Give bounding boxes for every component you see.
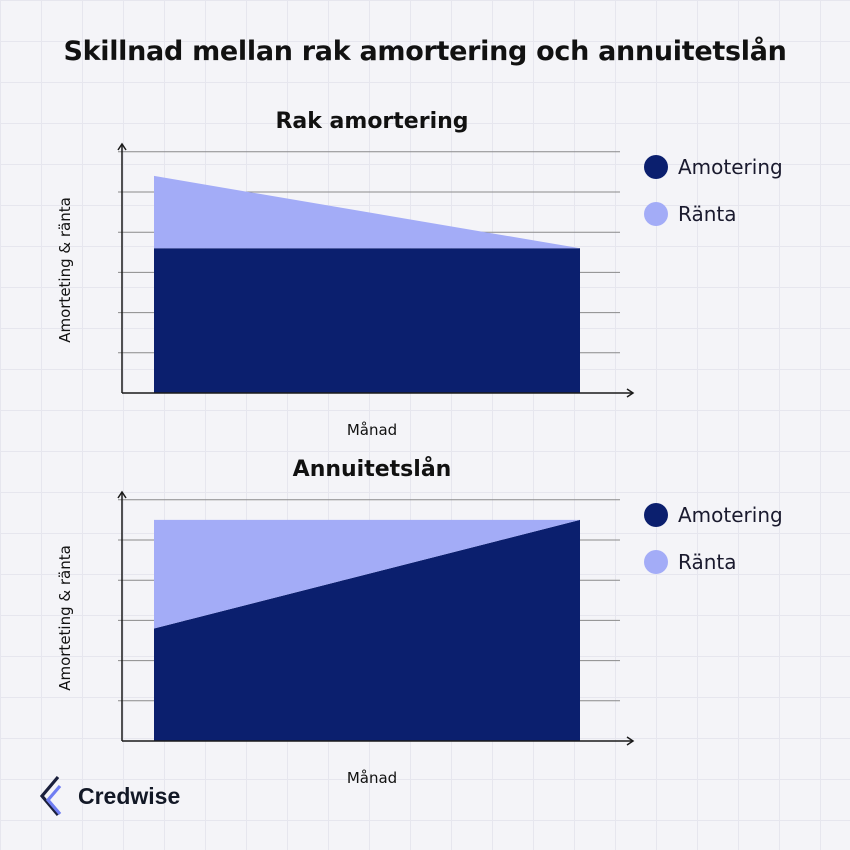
- series-ranta-area: [154, 519, 580, 629]
- page-title: Skillnad mellan rak amortering och annui…: [63, 36, 787, 67]
- legend-label-amortering: Amotering: [678, 155, 783, 179]
- brand: Credwise: [38, 774, 180, 818]
- series-amortering-area: [154, 519, 580, 741]
- legend-label-ranta: Ränta: [678, 550, 737, 574]
- x-axis-arrow: [626, 388, 635, 398]
- brand-name: Credwise: [78, 782, 181, 809]
- y-axis-label: Amorteting & ränta: [56, 197, 74, 343]
- credwise-logo-icon: [39, 775, 62, 817]
- y-axis-arrow: [117, 490, 127, 499]
- legend: Amotering Ränta: [644, 503, 783, 574]
- plot-areas: [154, 175, 580, 393]
- legend-swatch-amortering: [644, 503, 668, 527]
- x-axis-label: Månad: [347, 769, 397, 787]
- legend-label-amortering: Amotering: [678, 503, 783, 527]
- chart-rak-amortering: Rak amortering Amorteting & ränta Månad …: [56, 109, 783, 439]
- x-axis-arrow: [626, 736, 635, 746]
- legend-swatch-amortering: [644, 155, 668, 179]
- chart-title: Rak amortering: [275, 109, 468, 134]
- series-amortering-area: [154, 248, 580, 393]
- y-axis-label: Amorteting & ränta: [56, 545, 74, 691]
- axes: [117, 142, 635, 398]
- plot-areas: [154, 519, 580, 741]
- chart-annuitetslan: Annuitetslån Amorteting & ränta Månad Am…: [56, 456, 783, 787]
- legend-swatch-ranta: [644, 202, 668, 226]
- x-axis-label: Månad: [347, 421, 397, 439]
- series-ranta-area: [154, 175, 580, 249]
- legend: Amotering Ränta: [644, 155, 783, 226]
- legend-label-ranta: Ränta: [678, 202, 737, 226]
- axes: [117, 490, 635, 746]
- y-axis-arrow: [117, 142, 127, 151]
- chart-title: Annuitetslån: [293, 456, 452, 482]
- legend-swatch-ranta: [644, 550, 668, 574]
